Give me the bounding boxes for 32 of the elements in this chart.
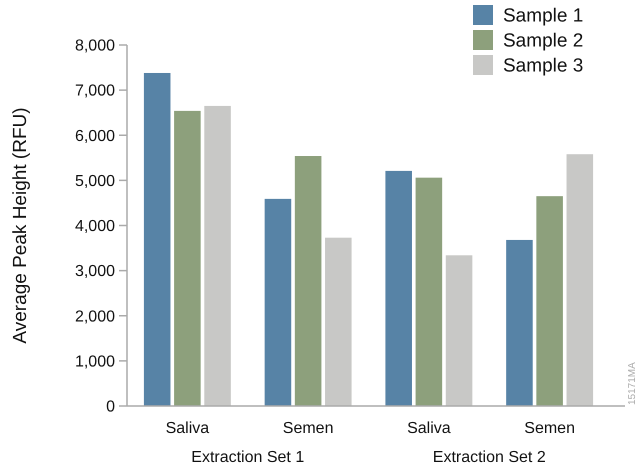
bar xyxy=(385,170,412,406)
bar xyxy=(174,110,201,406)
x-tick-label: Saliva xyxy=(166,420,210,437)
bar xyxy=(506,240,533,406)
text: 15171MA xyxy=(627,362,638,405)
x-tick-label: Saliva xyxy=(407,420,451,437)
bar xyxy=(294,156,322,406)
y-tick-label: 3,000 xyxy=(74,263,116,280)
legend-label: Sample 2 xyxy=(503,30,584,52)
y-tick-label: 7,000 xyxy=(74,82,116,100)
text: Extraction Set 1 xyxy=(191,449,304,466)
bar xyxy=(446,255,472,406)
bar xyxy=(416,178,442,406)
x-tick-label: Semen xyxy=(282,420,334,437)
y-tick-label: 5,000 xyxy=(74,172,116,190)
y-tick-label: 1,000 xyxy=(74,353,116,370)
legend-label: Sample 1 xyxy=(503,6,584,27)
y-tick-label: 8,000 xyxy=(74,38,116,55)
y-tick-label: 0 xyxy=(106,398,116,416)
legend-label: Sample 3 xyxy=(503,56,584,77)
bar xyxy=(325,238,352,406)
bar xyxy=(204,106,231,406)
y-axis-title: Average Peak Height (RFU) xyxy=(10,107,31,344)
y-tick-label: 4,000 xyxy=(74,218,116,236)
bar xyxy=(536,196,563,406)
x-tick-label: Semen xyxy=(524,420,575,437)
y-tick-label: 2,000 xyxy=(74,308,116,326)
bar xyxy=(264,198,292,406)
text: Extraction Set 2 xyxy=(432,449,546,466)
bar xyxy=(144,72,170,406)
bar xyxy=(566,154,594,406)
y-tick-label: 6,000 xyxy=(74,128,116,145)
